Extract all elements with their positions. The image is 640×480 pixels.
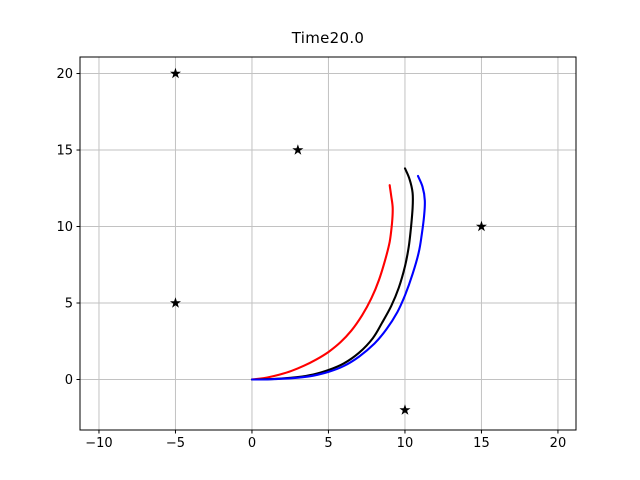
trajectory-blue [250,174,426,381]
star-marker [292,144,304,155]
y-tick-label: 10 [56,220,73,235]
x-tick-label: 20 [550,436,567,451]
x-tick-label: −5 [166,436,185,451]
y-tick-label: 0 [65,373,73,388]
star-marker [170,67,181,79]
y-tick-label: 15 [56,144,73,159]
x-tick-label: 5 [324,436,332,451]
y-tick-label: 5 [65,297,73,312]
x-tick-label: 10 [397,436,414,451]
star-marker [475,220,487,232]
star-marker [399,404,411,415]
x-tick-label: 0 [248,436,256,451]
chart-title: Time20.0 [291,29,365,47]
y-tick-label: 20 [56,67,73,82]
x-tick-label: −10 [85,436,112,451]
star-marker [170,297,181,308]
trajectory-red [250,184,394,381]
x-tick-label: 15 [473,436,490,451]
